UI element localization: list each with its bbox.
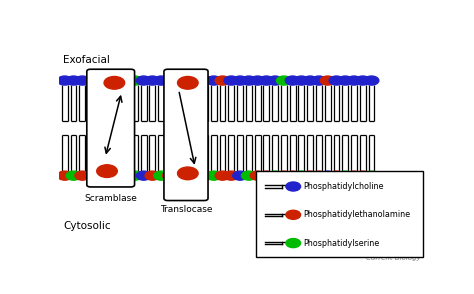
Circle shape: [180, 76, 195, 85]
Circle shape: [119, 76, 134, 85]
Text: Phosphatidylcholine: Phosphatidylcholine: [303, 182, 383, 191]
Circle shape: [189, 171, 203, 180]
Circle shape: [178, 76, 198, 89]
Circle shape: [250, 76, 265, 85]
Circle shape: [97, 165, 117, 178]
Circle shape: [268, 76, 283, 85]
Circle shape: [276, 76, 291, 85]
Circle shape: [285, 76, 300, 85]
Circle shape: [206, 76, 221, 85]
Circle shape: [163, 171, 177, 180]
Circle shape: [137, 171, 151, 180]
Circle shape: [286, 182, 301, 191]
Circle shape: [233, 171, 247, 180]
Circle shape: [286, 238, 301, 248]
Circle shape: [75, 171, 90, 180]
Circle shape: [268, 171, 283, 180]
Circle shape: [101, 76, 116, 85]
Circle shape: [311, 76, 326, 85]
Circle shape: [320, 171, 335, 180]
Circle shape: [75, 76, 90, 85]
Circle shape: [286, 210, 301, 219]
Circle shape: [346, 76, 361, 85]
FancyBboxPatch shape: [256, 171, 423, 257]
Circle shape: [154, 171, 169, 180]
Circle shape: [128, 76, 142, 85]
Circle shape: [276, 171, 291, 180]
Circle shape: [241, 76, 256, 85]
Circle shape: [259, 76, 273, 85]
Circle shape: [364, 76, 379, 85]
Text: Phosphatidylethanolamine: Phosphatidylethanolamine: [303, 210, 410, 219]
Circle shape: [311, 171, 326, 180]
Circle shape: [346, 171, 361, 180]
Circle shape: [356, 171, 370, 180]
Circle shape: [338, 76, 353, 85]
Circle shape: [206, 171, 221, 180]
Circle shape: [241, 171, 256, 180]
Circle shape: [66, 76, 81, 85]
Circle shape: [163, 76, 177, 85]
Circle shape: [189, 76, 203, 85]
Circle shape: [320, 76, 335, 85]
Circle shape: [66, 171, 81, 180]
Circle shape: [338, 171, 353, 180]
Circle shape: [198, 171, 212, 180]
FancyBboxPatch shape: [164, 69, 208, 201]
Text: Cytosolic: Cytosolic: [63, 221, 110, 231]
Circle shape: [329, 171, 344, 180]
Circle shape: [294, 171, 309, 180]
Text: Scramblase: Scramblase: [84, 194, 137, 203]
Circle shape: [92, 76, 107, 85]
Circle shape: [171, 76, 186, 85]
Circle shape: [250, 171, 265, 180]
Circle shape: [128, 171, 142, 180]
Circle shape: [180, 171, 195, 180]
Circle shape: [104, 76, 125, 89]
Text: Translocase: Translocase: [160, 205, 212, 214]
Circle shape: [84, 76, 99, 85]
Circle shape: [285, 171, 300, 180]
Text: Current Biology: Current Biology: [366, 254, 421, 260]
Circle shape: [224, 171, 238, 180]
Circle shape: [329, 76, 344, 85]
Circle shape: [171, 171, 186, 180]
Circle shape: [233, 76, 247, 85]
Circle shape: [303, 171, 318, 180]
Circle shape: [110, 76, 125, 85]
Circle shape: [294, 76, 309, 85]
Circle shape: [224, 76, 238, 85]
Circle shape: [198, 76, 212, 85]
Circle shape: [119, 171, 134, 180]
Circle shape: [356, 76, 370, 85]
Circle shape: [154, 76, 169, 85]
Circle shape: [92, 171, 107, 180]
Circle shape: [259, 171, 273, 180]
Circle shape: [84, 171, 99, 180]
Circle shape: [145, 76, 160, 85]
Circle shape: [178, 167, 198, 180]
Circle shape: [110, 171, 125, 180]
Circle shape: [137, 76, 151, 85]
Circle shape: [101, 171, 116, 180]
FancyBboxPatch shape: [87, 69, 135, 187]
Circle shape: [215, 76, 230, 85]
Circle shape: [145, 171, 160, 180]
Circle shape: [57, 171, 72, 180]
Circle shape: [303, 76, 318, 85]
Text: Phosphatidylserine: Phosphatidylserine: [303, 239, 379, 248]
Circle shape: [215, 171, 230, 180]
Text: Exofacial: Exofacial: [63, 55, 110, 65]
Circle shape: [57, 76, 72, 85]
Circle shape: [364, 171, 379, 180]
